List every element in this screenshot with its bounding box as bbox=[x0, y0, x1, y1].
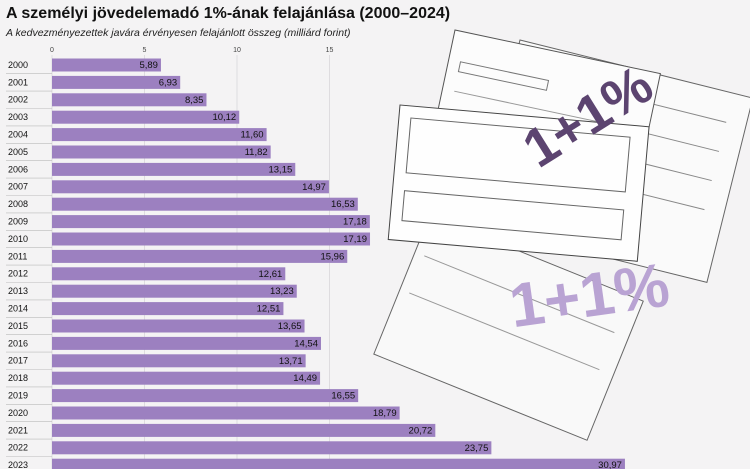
form-line bbox=[424, 255, 615, 334]
value-label: 14,54 bbox=[294, 338, 318, 349]
y-tick-label: 2004 bbox=[8, 129, 28, 139]
value-label: 11,60 bbox=[241, 130, 264, 141]
y-tick-label: 2012 bbox=[8, 269, 28, 279]
y-tick-label: 2009 bbox=[8, 216, 28, 226]
bar bbox=[52, 93, 207, 107]
bar bbox=[52, 249, 348, 263]
value-label: 16,55 bbox=[331, 391, 355, 402]
y-tick-label: 2001 bbox=[8, 77, 28, 87]
y-tick-label: 2021 bbox=[8, 425, 28, 435]
y-tick-label: 2000 bbox=[8, 60, 28, 70]
form bbox=[387, 104, 650, 262]
bar bbox=[52, 284, 297, 298]
value-label: 18,79 bbox=[373, 408, 397, 419]
bar bbox=[52, 215, 370, 229]
y-tick-label: 2023 bbox=[8, 460, 28, 469]
form bbox=[373, 214, 644, 441]
y-tick-label: 2002 bbox=[8, 95, 28, 105]
value-label: 5,89 bbox=[139, 60, 158, 71]
bar bbox=[52, 128, 267, 142]
x-tick-label: 0 bbox=[50, 47, 54, 54]
bar bbox=[52, 319, 305, 333]
y-tick-label: 2015 bbox=[8, 321, 28, 331]
value-label: 20,72 bbox=[409, 425, 433, 436]
value-label: 14,97 bbox=[302, 182, 326, 193]
y-tick-label: 2019 bbox=[8, 390, 28, 400]
bar bbox=[52, 302, 284, 316]
bar bbox=[52, 441, 492, 455]
value-label: 12,51 bbox=[257, 304, 281, 315]
value-label: 30,97 bbox=[598, 460, 622, 469]
value-label: 12,61 bbox=[259, 269, 283, 280]
x-tick-label: 5 bbox=[143, 47, 147, 54]
bar bbox=[52, 371, 321, 385]
y-tick-label: 2014 bbox=[8, 303, 28, 313]
bar bbox=[52, 267, 286, 281]
bar bbox=[52, 75, 181, 89]
bar bbox=[52, 458, 625, 469]
y-tick-label: 2022 bbox=[8, 443, 28, 453]
y-tick-label: 2005 bbox=[8, 147, 28, 157]
form-box bbox=[457, 61, 550, 91]
bar bbox=[52, 423, 436, 437]
bar bbox=[52, 389, 359, 403]
y-tick-label: 2016 bbox=[8, 338, 28, 348]
value-label: 17,18 bbox=[343, 217, 367, 228]
x-tick-label: 10 bbox=[233, 47, 241, 54]
value-label: 13,71 bbox=[279, 356, 303, 367]
x-tick-label: 15 bbox=[326, 47, 334, 54]
y-tick-label: 2007 bbox=[8, 182, 28, 192]
bar bbox=[52, 354, 306, 368]
y-tick-label: 2020 bbox=[8, 408, 28, 418]
value-label: 13,23 bbox=[270, 286, 294, 297]
value-label: 14,49 bbox=[293, 373, 317, 384]
value-label: 13,15 bbox=[268, 164, 292, 175]
form-box bbox=[405, 117, 631, 193]
bar bbox=[52, 336, 321, 350]
value-label: 17,19 bbox=[343, 234, 367, 245]
chart-title: A személyi jövedelemadó 1%-ának felajánl… bbox=[6, 5, 450, 22]
bar bbox=[52, 197, 358, 211]
value-label: 8,35 bbox=[185, 95, 204, 106]
plot: 0 5 10 15 2000 5,89 2001 6,93 2002 8,35 2003 10,12 2… bbox=[6, 47, 625, 469]
bar bbox=[52, 145, 271, 159]
bar bbox=[52, 180, 329, 194]
value-label: 15,96 bbox=[320, 251, 344, 262]
bar bbox=[52, 110, 240, 124]
bar bbox=[52, 232, 371, 246]
y-tick-label: 2013 bbox=[8, 286, 28, 296]
value-label: 16,53 bbox=[331, 199, 355, 210]
form-box bbox=[401, 190, 625, 241]
bar bbox=[52, 58, 161, 72]
value-label: 6,93 bbox=[159, 77, 178, 88]
form-line bbox=[409, 292, 600, 371]
bar bbox=[52, 406, 400, 420]
value-label: 10,12 bbox=[212, 112, 236, 123]
y-tick-label: 2006 bbox=[8, 164, 28, 174]
y-tick-label: 2011 bbox=[8, 251, 27, 261]
chart-subtitle: A kedvezményezettek javára érvényesen fe… bbox=[5, 27, 351, 39]
y-tick-label: 2008 bbox=[8, 199, 28, 209]
y-tick-label: 2010 bbox=[8, 234, 28, 244]
y-tick-label: 2017 bbox=[8, 356, 28, 366]
value-label: 23,75 bbox=[465, 443, 489, 454]
value-label: 13,65 bbox=[278, 321, 302, 332]
bar bbox=[52, 162, 296, 176]
y-tick-label: 2003 bbox=[8, 112, 28, 122]
form-sheet bbox=[373, 214, 644, 441]
y-tick-label: 2018 bbox=[8, 373, 28, 383]
forms-illustration: 1+1% 1+1% bbox=[373, 29, 750, 441]
value-label: 11,82 bbox=[245, 147, 268, 158]
